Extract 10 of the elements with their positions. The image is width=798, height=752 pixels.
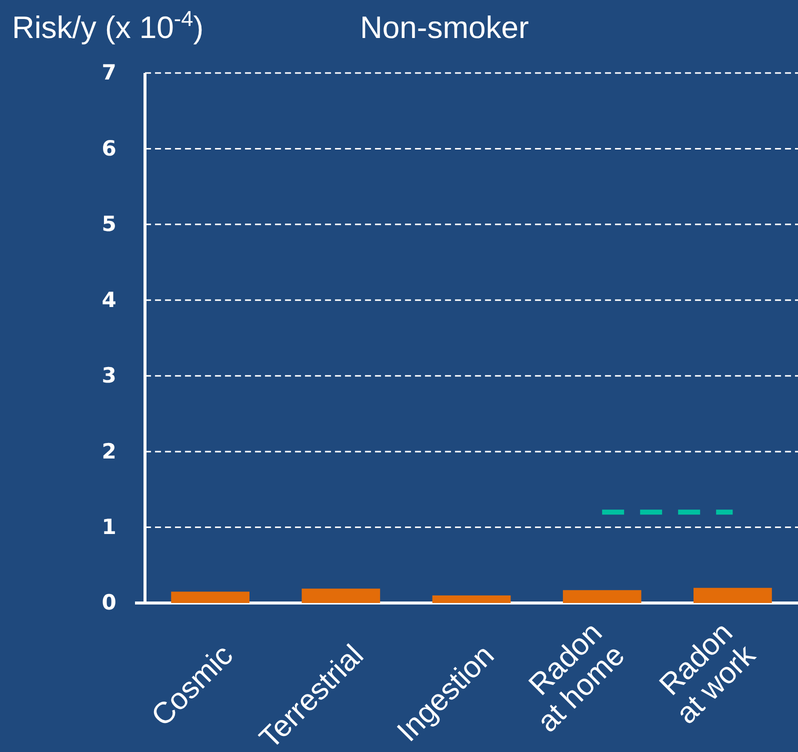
y-tick-label: 7 — [102, 60, 116, 85]
y-tick-label: 4 — [102, 288, 116, 312]
y-tick-label: 5 — [102, 212, 116, 236]
y-tick-label: 3 — [102, 364, 116, 388]
y-tick-label: 6 — [102, 136, 116, 160]
y-axis-title: Risk/y (x 10$^{-4}$) — [12, 6, 204, 45]
y-tick-label: 2 — [102, 439, 116, 464]
chart-title: Non-smoker — [360, 10, 529, 45]
y-tick-label: 1 — [102, 515, 116, 540]
y-tick-label: 0 — [102, 590, 116, 615]
